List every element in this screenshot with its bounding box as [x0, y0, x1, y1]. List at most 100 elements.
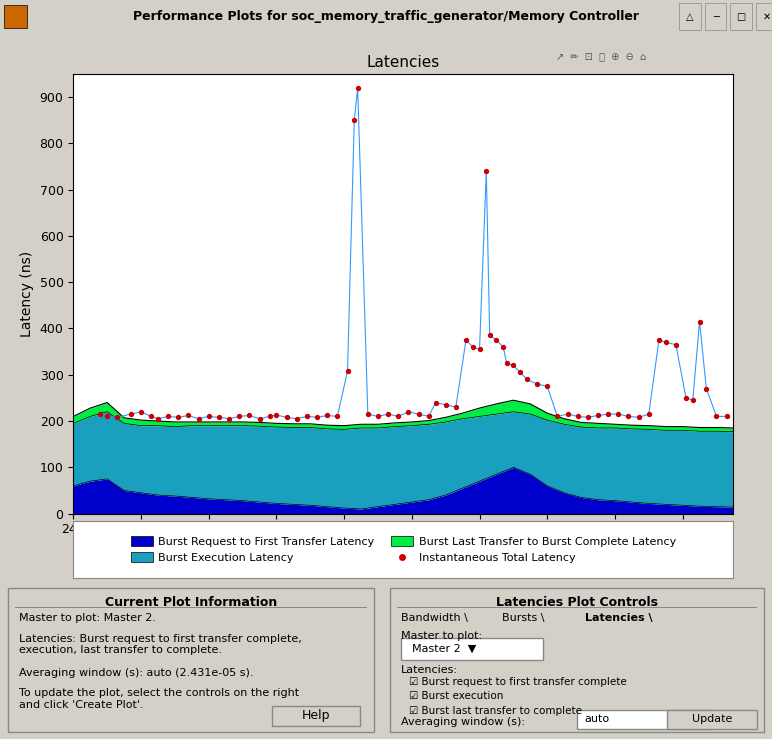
Point — [592, 409, 604, 421]
Point — [280, 412, 293, 423]
Bar — [398, 607, 757, 608]
Text: Current Plot Information: Current Plot Information — [105, 596, 277, 609]
Point — [162, 410, 174, 422]
Point — [700, 383, 713, 395]
Text: Master to plot: Master 2.: Master to plot: Master 2. — [19, 613, 156, 624]
Point — [642, 408, 655, 420]
Point — [263, 410, 276, 422]
Point — [233, 410, 245, 422]
Point — [500, 357, 513, 369]
Text: auto: auto — [584, 715, 610, 724]
Legend: Burst Request to First Transfer Latency, Burst Execution Latency, Burst Last Tra: Burst Request to First Transfer Latency,… — [126, 531, 681, 568]
Text: Master 2  ▼: Master 2 ▼ — [412, 644, 476, 654]
Point — [392, 410, 405, 422]
Point — [301, 410, 313, 422]
Text: Averaging window (s): auto (2.431e-05 s).: Averaging window (s): auto (2.431e-05 s)… — [19, 668, 253, 678]
Point — [145, 410, 157, 422]
Bar — [679, 3, 701, 30]
Point — [331, 410, 344, 422]
Text: Latencies Plot Controls: Latencies Plot Controls — [496, 596, 658, 609]
Point — [429, 397, 442, 409]
Point — [125, 408, 137, 420]
Point — [480, 166, 493, 177]
Point — [213, 412, 225, 423]
Text: Latencies \: Latencies \ — [584, 613, 652, 624]
Point — [135, 406, 147, 418]
Bar — [730, 3, 752, 30]
Bar — [272, 706, 360, 726]
Point — [382, 408, 394, 420]
Point — [111, 412, 124, 423]
Bar — [577, 710, 712, 729]
Point — [422, 410, 435, 422]
Point — [720, 410, 733, 422]
Text: Averaging window (s):: Averaging window (s): — [401, 717, 525, 727]
Text: ─: ─ — [713, 12, 719, 21]
Point — [507, 360, 520, 372]
Point — [710, 410, 723, 422]
Point — [497, 341, 510, 353]
Text: Bandwidth \: Bandwidth \ — [401, 613, 468, 624]
Point — [693, 316, 706, 327]
Text: ☑ Burst request to first transfer complete: ☑ Burst request to first transfer comple… — [408, 677, 626, 687]
Point — [602, 408, 615, 420]
Point — [402, 406, 415, 418]
Point — [581, 412, 594, 423]
Point — [473, 344, 486, 355]
Point — [541, 381, 554, 392]
Text: △: △ — [686, 12, 694, 21]
X-axis label: Simulation Time (us): Simulation Time (us) — [332, 542, 475, 556]
Point — [669, 338, 682, 350]
Point — [653, 334, 665, 346]
Bar — [15, 607, 367, 608]
Bar — [4, 5, 27, 28]
Title: Latencies: Latencies — [367, 55, 440, 70]
Text: Bursts \: Bursts \ — [502, 613, 545, 624]
Point — [686, 395, 699, 406]
Point — [483, 330, 496, 341]
Text: Help: Help — [302, 709, 330, 722]
Text: To update the plot, select the controls on the right
and click 'Create Plot'.: To update the plot, select the controls … — [19, 689, 299, 710]
Text: Performance Plots for soc_memory_traffic_generator/Memory Controller: Performance Plots for soc_memory_traffic… — [133, 10, 639, 23]
Point — [571, 410, 584, 422]
Text: ↗  ✏  ⊡  ✋  ⊕  ⊖  ⌂: ↗ ✏ ⊡ ✋ ⊕ ⊖ ⌂ — [556, 51, 646, 61]
Point — [172, 412, 185, 423]
Text: ☑ Burst last transfer to complete: ☑ Burst last transfer to complete — [408, 706, 581, 715]
Point — [202, 410, 215, 422]
Point — [152, 413, 164, 425]
Point — [223, 413, 235, 425]
Bar — [667, 710, 757, 729]
Point — [460, 334, 472, 346]
Point — [341, 365, 354, 377]
Point — [94, 408, 107, 420]
Point — [514, 367, 527, 378]
Point — [192, 413, 205, 425]
Point — [490, 334, 503, 346]
Point — [321, 409, 334, 421]
Text: Master to plot:: Master to plot: — [401, 630, 482, 641]
Point — [372, 410, 384, 422]
Bar — [756, 3, 772, 30]
Point — [361, 408, 374, 420]
Point — [290, 413, 303, 425]
Point — [612, 408, 625, 420]
Point — [521, 373, 533, 385]
Text: ☑ Burst execution: ☑ Burst execution — [408, 691, 503, 701]
Point — [439, 399, 452, 411]
Text: Latencies: Burst request to first transfer complete,
execution, last transfer to: Latencies: Burst request to first transf… — [19, 633, 302, 655]
Text: Update: Update — [692, 715, 732, 724]
Point — [632, 412, 645, 423]
Text: ✕: ✕ — [763, 12, 770, 21]
Point — [243, 409, 256, 421]
Text: Latencies:: Latencies: — [401, 665, 458, 675]
Point — [311, 412, 323, 423]
Bar — [401, 638, 543, 659]
Point — [182, 409, 195, 421]
Point — [449, 401, 462, 413]
Point — [466, 341, 479, 353]
Point — [561, 408, 574, 420]
Point — [351, 82, 364, 94]
Point — [101, 410, 113, 422]
Point — [680, 392, 692, 403]
Point — [622, 410, 635, 422]
